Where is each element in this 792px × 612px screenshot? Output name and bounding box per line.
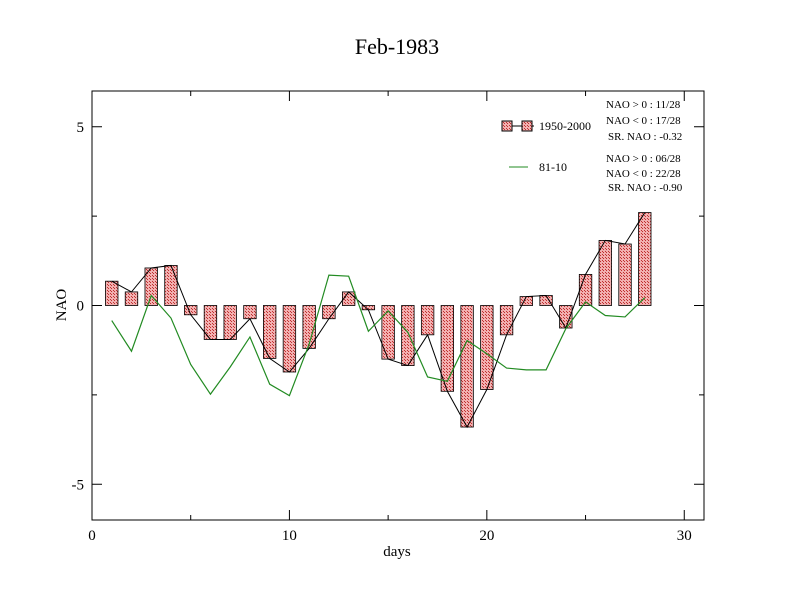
x-tick-label: 0 (88, 528, 96, 544)
stat-81-10-sr: SR. NAO : -0.90 (608, 182, 683, 194)
y-tick-label: -5 (72, 477, 85, 493)
bar-day-19 (460, 305, 474, 428)
x-tick-label: 20 (479, 528, 494, 544)
bar-day-28 (638, 212, 652, 306)
y-tick-label: 5 (77, 120, 85, 136)
bar-day-16 (401, 305, 415, 366)
bar-day-15 (381, 305, 395, 360)
bar-day-1 (105, 280, 119, 306)
stat-1950-2000-positive: NAO > 0 : 11/28 (606, 99, 681, 111)
legend: 1950-2000 81-10 (501, 119, 591, 174)
stat-81-10-negative: NAO < 0 : 22/28 (606, 168, 681, 180)
lines-group (111, 212, 646, 429)
y-axis-label: NAO (54, 289, 70, 322)
bar-day-26 (598, 240, 612, 306)
stat-1950-2000-negative: NAO < 0 : 17/28 (606, 115, 681, 127)
bar-day-8 (243, 305, 257, 320)
bar-day-27 (618, 243, 632, 306)
x-tick-label: 10 (282, 528, 297, 544)
stat-1950-2000-sr: SR. NAO : -0.32 (608, 131, 682, 143)
bar-day-4 (164, 265, 178, 306)
series-line-1950-2000 (111, 212, 646, 429)
legend-swatch-1950-2000-left (501, 120, 513, 132)
legend-label-81-10: 81-10 (539, 160, 567, 174)
bar-day-23 (539, 295, 553, 306)
bar-day-25 (578, 273, 593, 306)
bar-day-17 (420, 305, 435, 336)
stat-81-10-positive: NAO > 0 : 06/28 (606, 153, 681, 165)
y-tick-label: 0 (77, 299, 85, 315)
bar-day-2 (124, 291, 139, 306)
axis-ticks: 0 10 20 30 5 0 -5 (72, 91, 704, 544)
bar-day-10 (282, 305, 297, 373)
bar-day-21 (499, 305, 514, 336)
stats-block: NAO > 0 : 11/28 NAO < 0 : 17/28 SR. NAO … (606, 99, 683, 194)
series-line-81-10 (111, 274, 646, 397)
x-axis-label: days (383, 544, 411, 560)
bars-group (105, 212, 652, 428)
chart-title: Feb-1983 (355, 34, 439, 59)
legend-label-1950-2000: 1950-2000 (539, 119, 591, 133)
bar-day-5 (184, 305, 198, 316)
legend-swatch-1950-2000-right (521, 120, 533, 132)
bar-day-13 (341, 291, 356, 306)
x-tick-label: 30 (677, 528, 692, 544)
